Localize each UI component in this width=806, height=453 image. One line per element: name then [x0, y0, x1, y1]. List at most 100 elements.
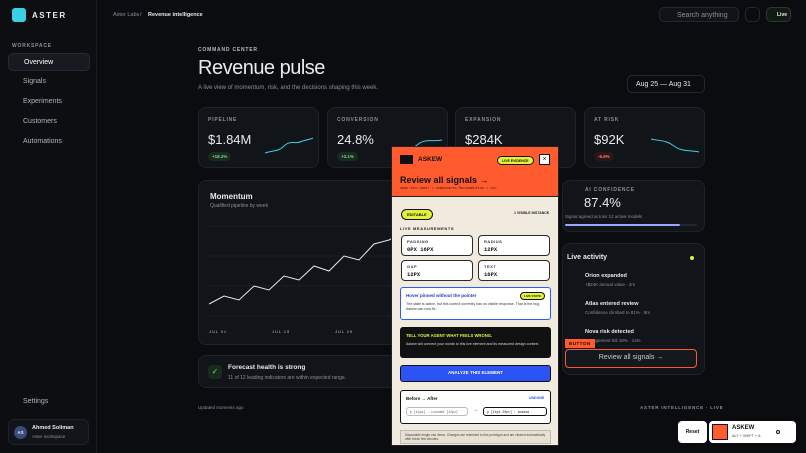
kpi-value: 24.8%	[337, 132, 374, 147]
kpi-value: $1.84M	[208, 132, 252, 147]
brand: ASTER	[32, 11, 67, 20]
measurement-label: TEXT	[484, 264, 497, 269]
nav-item[interactable]: Overview	[8, 53, 90, 71]
activity-title: Orion expanded	[585, 273, 627, 279]
measurements-title: LIVE MEASUREMENTS	[400, 226, 455, 231]
sparkline	[650, 138, 700, 153]
shape	[209, 233, 399, 305]
diff-before: p [14px] → rounded [12px]	[406, 407, 468, 416]
hover-text: The state is active, but this control cu…	[406, 302, 540, 311]
confidence-value: 87.4%	[584, 195, 621, 210]
x-label: JUL 01	[209, 329, 227, 334]
panel-logo	[400, 155, 413, 164]
askew-widget[interactable]: ASKEW ALT + SHIFT + A	[709, 421, 796, 443]
nav-item[interactable]: Automations	[23, 138, 62, 145]
element-badge: BUTTON	[565, 339, 595, 348]
measurement-value: 16PX	[484, 271, 498, 278]
confidence-note: Signal agreed across 12 active models	[565, 214, 643, 219]
measurement-label: GAP	[407, 264, 418, 269]
user-name: Ahmed Soliman	[32, 425, 74, 431]
hover-card: Hover pinned without the pointer LIVE ST…	[400, 287, 551, 320]
tell-text: Askew will connect your words to this li…	[406, 342, 540, 346]
live-button[interactable]: Live	[766, 7, 791, 22]
check-icon: ✓	[208, 365, 222, 379]
widget-name: ASKEW	[732, 425, 755, 431]
live-label: Live	[777, 12, 788, 18]
breadcrumb: Aster Labs	[113, 12, 140, 18]
widget-status	[776, 430, 780, 434]
widget-shortcut: ALT + SHIFT + A	[732, 434, 761, 438]
tell-card: TELL YOUR AGENT WHAT FEELS WRONG. Askew …	[400, 327, 551, 358]
activity-meta: Engagement fell 18% · 14m	[585, 338, 641, 343]
activity-title: Nova risk detected	[585, 329, 634, 335]
forecast-card: ✓ Forecast health is strong 11 of 12 lea…	[198, 355, 398, 388]
line-chart	[209, 225, 399, 317]
instances: 1 VISIBLE INSTANCE	[514, 211, 550, 215]
page-title: Revenue pulse	[198, 57, 325, 79]
kpi-card: CONVERSION 24.8% +3.1%	[327, 107, 448, 168]
panel-header	[392, 147, 558, 197]
date-range[interactable]: Aug 25 — Aug 31	[627, 75, 705, 93]
settings[interactable]: Settings	[23, 398, 49, 405]
eyebrow: COMMAND CENTER	[198, 47, 258, 53]
review-button[interactable]: Review all signals →	[565, 349, 697, 368]
measurement-value: 12PX	[484, 246, 498, 253]
close-button[interactable]: ×	[539, 154, 550, 165]
disclaimer: Disposable single-use demo. Changes are …	[400, 430, 551, 444]
confidence-fill	[565, 224, 680, 226]
measurement: GAP 12PX	[401, 260, 473, 281]
kpi-label: AT RISK	[594, 117, 620, 123]
diff-card: Before → After UNDONE p [14px] → rounded…	[400, 390, 551, 424]
analyze-button[interactable]: ANALYZE THIS ELEMENT	[400, 365, 551, 382]
nav-item[interactable]: Customers	[23, 118, 57, 125]
measurement: RADIUS 12PX	[478, 235, 550, 256]
forecast-title: Forecast health is strong	[228, 364, 306, 371]
measurement-label: RADIUS	[484, 239, 503, 244]
footer-brand: ASTER INTELLIGENCE · LIVE	[640, 405, 724, 410]
logo	[12, 8, 26, 22]
nav-item[interactable]: Signals	[23, 78, 46, 85]
sidebar: ASTER WORKSPACE Overview Signals Experim…	[0, 0, 97, 453]
tell-title: TELL YOUR AGENT WHAT FEELS WRONG.	[406, 333, 493, 338]
page-subtitle: A live view of momentum, risk, and the d…	[198, 85, 379, 91]
editable-chip: EDITABLE	[401, 209, 433, 220]
user-org: Aster workspace	[32, 434, 66, 439]
nav-item[interactable]: Experiments	[23, 98, 62, 105]
measurement: PADDING 0PX 16PX	[401, 235, 473, 256]
kpi-delta: +3.1%	[337, 152, 358, 161]
shape	[650, 138, 700, 153]
search[interactable]: Search anything	[659, 7, 739, 22]
kpi-card: PIPELINE $1.84M +18.2%	[198, 107, 319, 168]
card-subtitle: Qualified pipeline by week	[210, 203, 269, 209]
breadcrumb-sep: /	[140, 12, 142, 18]
measurement-value: 12PX	[407, 271, 421, 278]
kpi-delta: +18.2%	[208, 152, 232, 161]
confidence-track	[565, 224, 697, 226]
shape	[264, 137, 314, 154]
diff-arrow: →	[473, 407, 478, 413]
avatar: AS	[14, 426, 27, 439]
selector: span.btn-label > components.ReviewButton…	[400, 187, 497, 191]
kpi-value: $92K	[594, 132, 625, 147]
activity-meta: +$24K annual value · 2m	[585, 282, 636, 287]
search-placeholder: Search anything	[677, 12, 728, 19]
kpi-value: $284K	[465, 132, 503, 147]
kpi-card: AT RISK $92K -6.8%	[584, 107, 705, 168]
measurement-label: PADDING	[407, 239, 429, 244]
momentum-card: Momentum Qualified pipeline by week JUL …	[198, 180, 399, 345]
widget-logo	[712, 424, 728, 440]
notifications[interactable]	[745, 7, 760, 22]
activity-meta: Confidence climbed to 81% · 8m	[585, 310, 651, 315]
x-label: JUL 29	[335, 329, 353, 334]
diff-title: Before → After	[406, 396, 438, 401]
kpi-label: CONVERSION	[337, 117, 379, 123]
diff-action[interactable]: UNDONE	[529, 396, 545, 400]
live-dot	[690, 256, 694, 260]
hover-title: Hover pinned without the pointer	[406, 293, 477, 298]
measurement-value: 0PX 16PX	[407, 246, 434, 253]
kpi-delta: -6.8%	[594, 152, 614, 161]
hover-tag: LIVE STATE	[520, 292, 545, 300]
reset-button[interactable]: Reset	[678, 421, 707, 443]
kpi-label: PIPELINE	[208, 117, 238, 123]
